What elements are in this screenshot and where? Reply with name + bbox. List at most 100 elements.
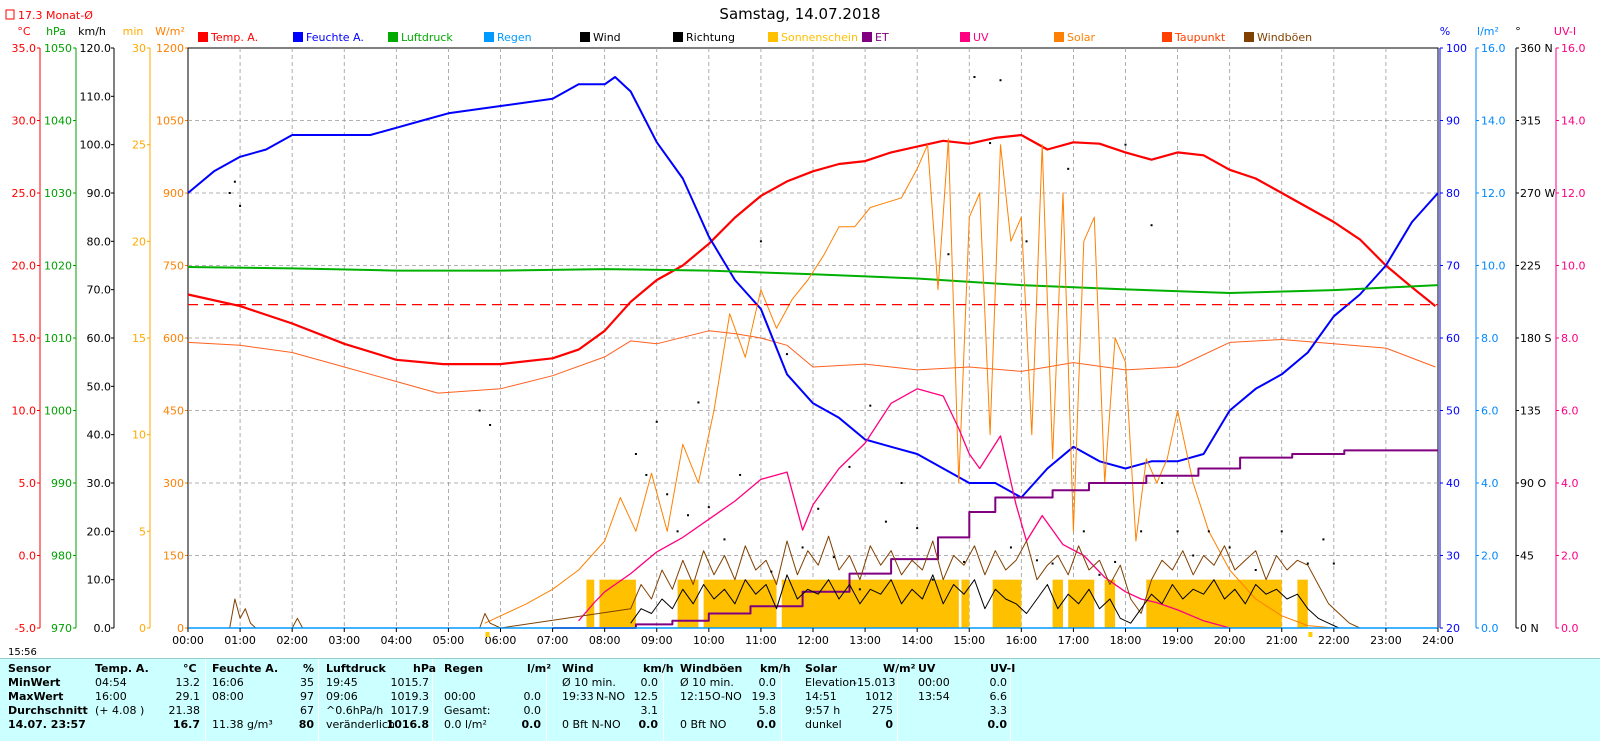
- axis-label-temp: 25.0: [12, 187, 37, 200]
- stats-time: 0 Bft N-NO: [562, 718, 621, 731]
- axis-label-uv: 12.0: [1561, 187, 1586, 200]
- stats-value: 0.0: [989, 676, 1008, 689]
- stats-header: Temp. A.: [95, 662, 149, 675]
- axis-label-pressure: 1050: [44, 42, 72, 55]
- direction-point: [869, 404, 872, 407]
- axis-label-humidity: 60: [1446, 332, 1460, 345]
- stats-time: 00:00: [444, 690, 476, 703]
- axis-label-rain: 10.0: [1481, 260, 1506, 273]
- stats-header-unit: °C: [183, 662, 197, 675]
- axis-label-temp: 10.0: [12, 405, 37, 418]
- sunshine-bar: [1068, 579, 1095, 628]
- direction-point: [989, 142, 992, 145]
- axis-label-solar: 1050: [156, 115, 184, 128]
- direction-points: [228, 76, 1335, 591]
- axis-label-solar: 300: [163, 477, 184, 490]
- chart-title: Samstag, 14.07.2018: [719, 5, 880, 23]
- stats-header: UV: [918, 662, 936, 675]
- x-tick-label: 19:00: [1162, 634, 1194, 647]
- axis-label-sunshine: 0: [139, 622, 146, 635]
- x-tick-label: 01:00: [224, 634, 256, 647]
- direction-point: [1140, 530, 1143, 533]
- axis-label-humidity: 50: [1446, 405, 1460, 418]
- direction-point: [489, 424, 492, 426]
- month-average: 17.3 Monat-Ø: [5, 9, 1438, 306]
- direction-point: [478, 409, 481, 412]
- direction-point: [900, 482, 903, 484]
- axis-label-direction: 360 N: [1520, 42, 1553, 55]
- stats-value: 1019.3: [390, 690, 430, 703]
- stats-value: 0: [885, 718, 893, 731]
- axis-label-rain: 4.0: [1481, 477, 1499, 490]
- stats-time: 9:57 h: [805, 704, 841, 717]
- direction-point: [1009, 546, 1012, 549]
- axis-label-pressure: 990: [51, 477, 72, 490]
- stats-value: 97: [300, 690, 314, 703]
- axis-label-wind: 60.0: [87, 332, 112, 345]
- axis-label-humidity: 30: [1446, 550, 1460, 563]
- stats-header-unit: W/m²: [883, 662, 916, 675]
- stats-time: Gesamt:: [444, 704, 491, 717]
- x-tick-label: 22:00: [1318, 634, 1350, 647]
- axis-label-humidity: 100: [1446, 42, 1467, 55]
- axis-label-wind: 20.0: [87, 525, 112, 538]
- direction-point: [233, 180, 236, 183]
- legend-swatch: [768, 32, 778, 42]
- stats-header: Feuchte A.: [212, 662, 279, 675]
- axis-label-solar: 150: [163, 550, 184, 563]
- stats-header-unit: UV-I: [990, 662, 1016, 675]
- legend-swatch: [1054, 32, 1064, 42]
- stats-time: 16:06: [212, 676, 244, 689]
- axis-label-rain: 8.0: [1481, 332, 1499, 345]
- legend-label: Luftdruck: [401, 31, 453, 44]
- legend-swatch: [673, 32, 683, 42]
- axis-unit-sunshine: min: [123, 25, 144, 38]
- legend-label: Windböen: [1257, 31, 1312, 44]
- series-lines: [187, 76, 1439, 629]
- x-tick-label: 07:00: [537, 634, 569, 647]
- axis-label-pressure: 1010: [44, 332, 72, 345]
- stats-value: 1016.8: [386, 718, 429, 731]
- direction-point: [770, 570, 773, 573]
- direction-point: [817, 507, 820, 510]
- axis-label-direction: 270 W: [1520, 187, 1555, 200]
- direction-point: [884, 520, 887, 523]
- x-tick-label: 12:00: [797, 634, 829, 647]
- direction-point: [1322, 538, 1325, 541]
- stats-time: 11.38 g/m³: [212, 718, 273, 731]
- direction-point: [848, 465, 851, 468]
- stats-time: dunkel: [805, 718, 842, 731]
- axis-label-direction: 45: [1520, 550, 1534, 563]
- axis-label-uv: 4.0: [1561, 477, 1579, 490]
- axis-label-temp: 35.0: [12, 42, 37, 55]
- x-tick-label: 03:00: [328, 634, 360, 647]
- axis-label-uv: 6.0: [1561, 405, 1579, 418]
- legend-swatch: [580, 32, 590, 42]
- stats-time: 19:45: [326, 676, 358, 689]
- axis-label-temp: 30.0: [12, 115, 37, 128]
- direction-point: [999, 79, 1002, 82]
- legend-swatch: [1244, 32, 1254, 42]
- stats-value: 12.5: [633, 690, 659, 703]
- sunshine-bar: [961, 579, 970, 628]
- direction-point: [1280, 530, 1283, 533]
- legend-label: Solar: [1067, 31, 1096, 44]
- stats-header-unit: km/h: [760, 662, 791, 675]
- axis-label-direction: 180 S: [1520, 332, 1551, 345]
- stats-header: Wind: [562, 662, 594, 675]
- x-tick-label: 23:00: [1370, 634, 1402, 647]
- stats-value: 13.2: [175, 676, 201, 689]
- direction-point: [1150, 224, 1153, 227]
- axis-label-pressure: 980: [51, 550, 72, 563]
- axis-label-wind: 40.0: [87, 429, 112, 442]
- stats-pressure-rate: ^0.6hPa/h: [326, 704, 384, 717]
- direction-point: [634, 453, 637, 455]
- stats-time: 12:15: [680, 690, 712, 703]
- x-tick-label: 21:00: [1266, 634, 1298, 647]
- direction-point: [963, 560, 966, 563]
- stats-direction: N-NO: [596, 690, 626, 703]
- stats-header: Windböen: [680, 662, 743, 675]
- sunshine-bar: [1104, 579, 1116, 628]
- axis-label-humidity: 70: [1446, 260, 1460, 273]
- direction-point: [1306, 562, 1309, 565]
